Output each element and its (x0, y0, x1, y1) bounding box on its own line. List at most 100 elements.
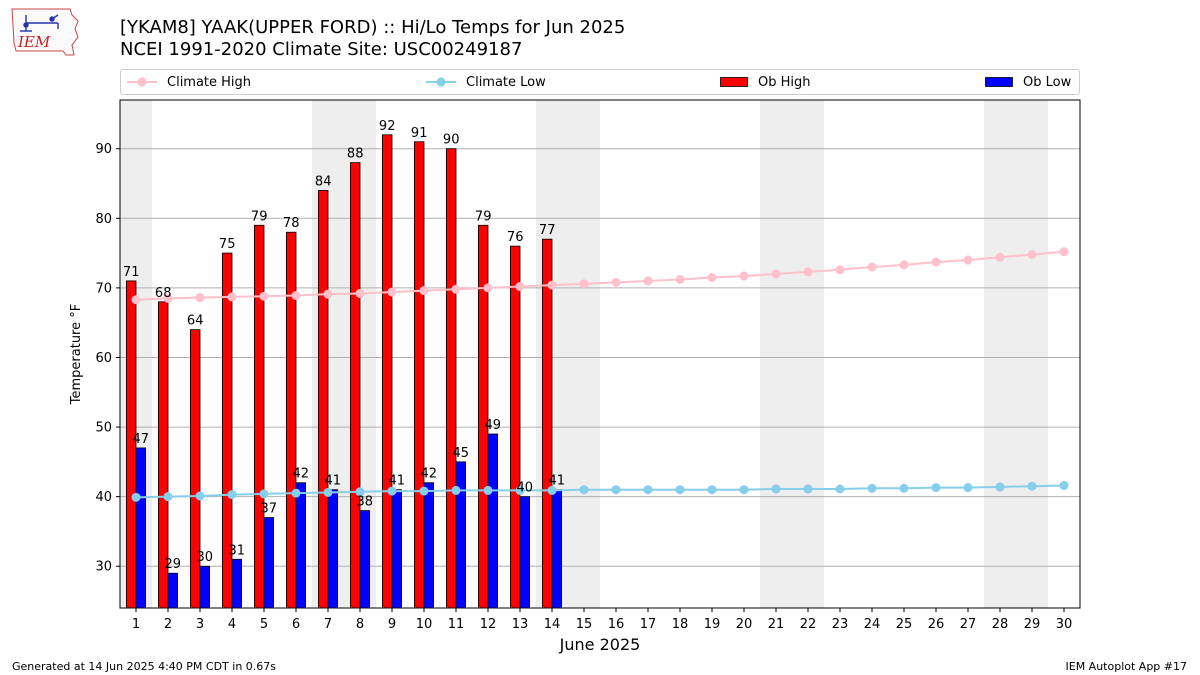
climate-low-point (227, 490, 237, 500)
legend-item-ob-high: Ob High (720, 70, 811, 94)
logo-text: IEM (17, 33, 51, 51)
climate-high-point (867, 262, 877, 272)
ob-high-bar (413, 141, 425, 609)
climate-high-point (163, 293, 173, 303)
legend-label-ob-high: Ob High (758, 74, 811, 90)
climate-low-point (611, 485, 621, 495)
ob-high-value-label: 71 (123, 265, 140, 280)
climate-low-point (195, 491, 205, 501)
weekend-shade (984, 100, 1016, 608)
weekend-shade (1016, 100, 1048, 608)
climate-low-point (419, 486, 429, 496)
x-tick-label: 25 (896, 617, 913, 632)
ob-low-value-label: 47 (133, 432, 150, 447)
ob-high-bar (445, 148, 457, 609)
weekend-shade (344, 100, 376, 608)
x-tick-label: 16 (608, 617, 625, 632)
x-tick-label: 27 (960, 617, 977, 632)
chart-legend: Climate High Climate Low Ob High Ob Low (120, 69, 1080, 95)
ob-high-bar (509, 245, 521, 609)
x-tick-label: 24 (864, 617, 881, 632)
ob-low-value-label: 40 (517, 481, 534, 496)
climate-high-point (899, 260, 909, 270)
climate-high-point (707, 272, 717, 282)
x-tick-label: 7 (324, 617, 332, 632)
ob-high-value-label: 68 (155, 286, 172, 301)
ob-low-value-label: 41 (549, 474, 566, 489)
ob-low-bar (199, 565, 211, 609)
ob-low-bar (423, 482, 435, 609)
x-tick-label: 29 (1024, 617, 1041, 632)
legend-item-climate-low: Climate Low (426, 70, 546, 94)
ob-low-value-label: 45 (453, 446, 470, 461)
climate-high-point (355, 288, 365, 298)
ob-high-value-label: 92 (379, 119, 396, 134)
weekend-shade (792, 100, 824, 608)
generated-footer: Generated at 14 Jun 2025 4:40 PM CDT in … (12, 660, 277, 673)
ob-low-bar (359, 510, 371, 609)
x-tick-label: 19 (704, 617, 721, 632)
ob-low-bar (167, 572, 179, 609)
ob-high-bar (285, 231, 297, 609)
legend-label-ob-low: Ob Low (1023, 74, 1072, 90)
ob-low-bar (231, 558, 243, 609)
legend-label-climate-high: Climate High (167, 74, 252, 90)
ob-low-value-label: 49 (485, 418, 502, 433)
ob-low-bar (455, 461, 467, 609)
climate-low-point (867, 483, 877, 493)
x-tick-label: 28 (992, 617, 1009, 632)
x-tick-label: 20 (736, 617, 753, 632)
ob-low-swatch (985, 77, 1013, 87)
climate-low-point (387, 486, 397, 496)
legend-label-climate-low: Climate Low (466, 74, 546, 90)
ob-low-value-label: 38 (357, 495, 374, 510)
climate-high-point (227, 292, 237, 302)
iem-logo: IEM (11, 8, 79, 56)
climate-high-point (387, 287, 397, 297)
climate-high-point (131, 295, 141, 305)
climate-high-point (995, 252, 1005, 262)
x-tick-label: 15 (576, 617, 593, 632)
x-tick-label: 1 (132, 617, 140, 632)
weekend-shade (760, 100, 792, 608)
climate-low-point (291, 488, 301, 498)
ob-high-value-label: 91 (411, 126, 428, 141)
climate-high-point (1059, 247, 1069, 257)
climate-high-point (579, 279, 589, 289)
climate-high-point (451, 284, 461, 294)
iowa-map-logo-icon (11, 8, 79, 56)
x-tick-label: 2 (164, 617, 172, 632)
weekend-shade (568, 100, 600, 608)
climate-low-point (963, 483, 973, 493)
climate-low-point (739, 485, 749, 495)
ob-low-bar (327, 489, 339, 609)
climate-high-point (195, 293, 205, 303)
x-tick-label: 8 (356, 617, 364, 632)
climate-high-point (1027, 249, 1037, 259)
weather-station-icon (20, 14, 59, 32)
ob-high-bar (126, 280, 137, 609)
app-footer: IEM Autoplot App #17 (1065, 660, 1188, 673)
chart-title: [YKAM8] YAAK(UPPER FORD) :: Hi/Lo Temps … (120, 17, 626, 38)
legend-item-climate-high: Climate High (127, 70, 251, 94)
ob-low-bar (263, 517, 275, 609)
ob-high-bar (317, 190, 329, 609)
x-tick-label: 4 (228, 617, 236, 632)
y-tick-label: 90 (95, 142, 112, 157)
ob-high-bar (157, 301, 169, 609)
climate-low-point (1059, 481, 1069, 491)
ob-low-bar (391, 489, 403, 609)
x-tick-label: 13 (512, 617, 529, 632)
climate-high-point (323, 289, 333, 299)
ob-high-bar (349, 162, 361, 609)
y-tick-label: 40 (95, 490, 112, 505)
x-tick-label: 11 (448, 617, 465, 632)
weekend-shade (120, 100, 152, 608)
ob-high-value-label: 76 (507, 230, 524, 245)
climate-high-point (611, 277, 621, 287)
x-tick-label: 30 (1056, 617, 1073, 632)
climate-high-point (931, 257, 941, 267)
x-tick-label: 9 (388, 617, 396, 632)
y-axis-label: Temperature °F (69, 304, 84, 405)
